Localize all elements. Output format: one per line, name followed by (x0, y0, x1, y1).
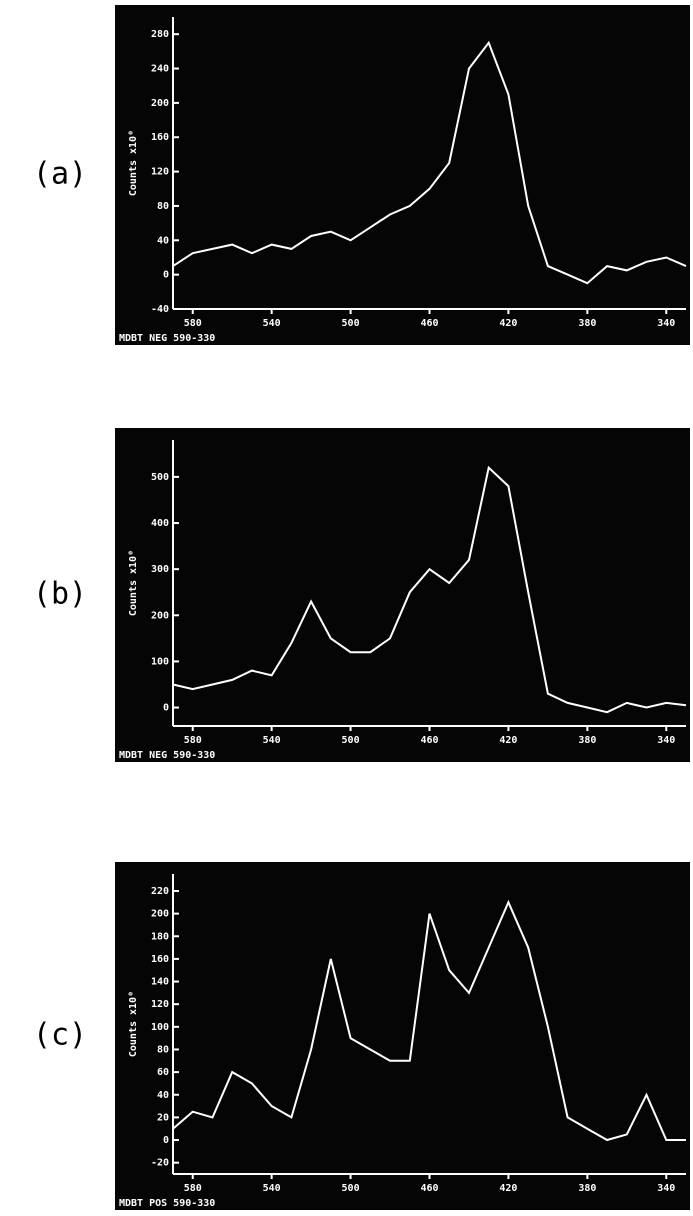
y-tick-label: -40 (151, 304, 169, 315)
y-axis-label: Counts x10⁰ (128, 991, 139, 1057)
panel-label: (a) (33, 157, 87, 192)
y-tick-label: 280 (151, 29, 169, 40)
x-tick-label: 380 (578, 318, 596, 329)
x-tick-label: 540 (263, 735, 281, 746)
y-tick-label: 0 (163, 703, 169, 714)
x-tick-label: 500 (342, 1183, 360, 1194)
plot-background (115, 862, 690, 1210)
x-tick-label: 500 (342, 735, 360, 746)
y-tick-label: 300 (151, 564, 169, 575)
x-tick-label: 340 (657, 735, 675, 746)
y-tick-label: 160 (151, 954, 169, 965)
x-tick-label: 340 (657, 1183, 675, 1194)
y-tick-label: 100 (151, 656, 169, 667)
x-tick-label: 380 (578, 735, 596, 746)
x-tick-label: 340 (657, 318, 675, 329)
y-tick-label: 80 (157, 201, 169, 212)
y-tick-label: 220 (151, 886, 169, 897)
y-axis-label: Counts x10⁰ (128, 130, 139, 196)
y-tick-label: 100 (151, 1022, 169, 1033)
y-tick-label: 120 (151, 167, 169, 178)
panel-label: (b) (33, 577, 87, 612)
x-tick-label: 460 (420, 735, 438, 746)
x-tick-label: 380 (578, 1183, 596, 1194)
spectrum-line (172, 465, 687, 714)
x-tick-label: 580 (184, 318, 202, 329)
y-tick-label: 60 (157, 1067, 169, 1078)
plot-background (115, 428, 690, 762)
x-tick-label: 500 (342, 318, 360, 329)
x-tick-label: 540 (263, 318, 281, 329)
y-tick-label: 0 (163, 270, 169, 281)
x-tick-label: 460 (420, 318, 438, 329)
y-tick-label: 120 (151, 999, 169, 1010)
y-tick-label: 20 (157, 1112, 169, 1123)
y-axis-label: Counts x10⁰ (128, 550, 139, 616)
spectrum-line (172, 899, 686, 1142)
footer-label: MDBT POS 590-330 (119, 1198, 215, 1209)
y-tick-label: 200 (151, 610, 169, 621)
x-tick-label: 580 (184, 1183, 202, 1194)
y-tick-label: -20 (151, 1158, 169, 1169)
panel-label: (c) (33, 1018, 87, 1053)
x-tick-label: 460 (420, 1183, 438, 1194)
x-tick-label: 580 (184, 735, 202, 746)
x-tick-label: 420 (499, 318, 517, 329)
y-tick-label: 240 (151, 64, 169, 75)
y-tick-label: 200 (151, 98, 169, 109)
y-tick-label: 200 (151, 909, 169, 920)
footer-label: MDBT NEG 590-330 (119, 333, 215, 344)
footer-label: MDBT NEG 590-330 (119, 750, 215, 761)
y-tick-label: 160 (151, 132, 169, 143)
spectrum-line (172, 40, 687, 285)
x-tick-label: 540 (263, 1183, 281, 1194)
y-tick-label: 80 (157, 1044, 169, 1055)
y-tick-label: 180 (151, 931, 169, 942)
y-tick-label: 40 (157, 1090, 169, 1101)
x-tick-label: 420 (499, 1183, 517, 1194)
y-tick-label: 40 (157, 235, 169, 246)
plot-background (115, 5, 690, 345)
y-tick-label: 500 (151, 472, 169, 483)
y-tick-label: 0 (163, 1135, 169, 1146)
x-tick-label: 420 (499, 735, 517, 746)
y-tick-label: 140 (151, 977, 169, 988)
y-tick-label: 400 (151, 518, 169, 529)
